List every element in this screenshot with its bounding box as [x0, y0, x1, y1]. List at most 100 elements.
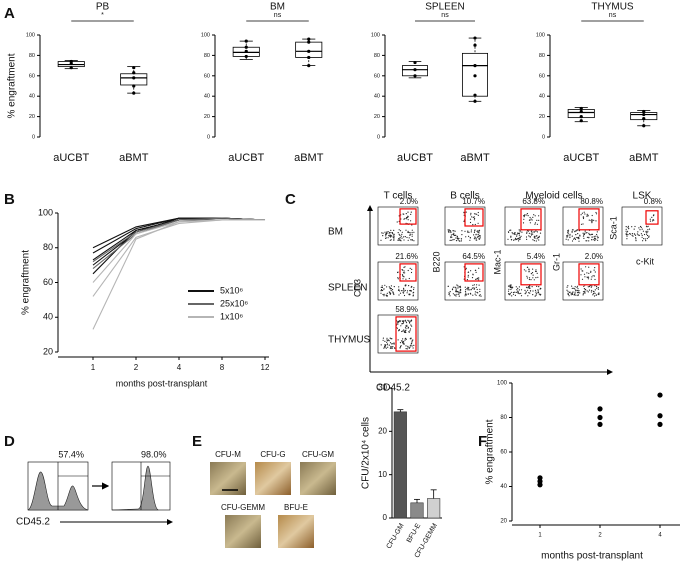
event-dot	[468, 231, 470, 233]
event-dot	[387, 231, 389, 233]
event-dot	[461, 234, 463, 236]
event-dot	[410, 271, 413, 274]
event-dot	[567, 234, 569, 236]
event-dot	[517, 290, 519, 292]
event-dot	[405, 229, 407, 231]
event-dot	[453, 238, 455, 241]
event-dot	[404, 217, 406, 220]
event-dot	[535, 230, 537, 232]
event-dot	[474, 229, 476, 231]
x-tick-label: 12	[261, 363, 270, 372]
event-dot	[392, 292, 395, 294]
event-dot	[477, 211, 479, 214]
event-dot	[526, 277, 529, 279]
row-label: BM	[328, 227, 343, 238]
event-dot	[652, 220, 654, 222]
event-dot	[460, 238, 462, 240]
event-dot	[653, 214, 655, 216]
event-dot	[516, 238, 518, 241]
event-dot	[573, 294, 575, 296]
event-dot	[452, 233, 454, 235]
y-tick-label: 40	[500, 484, 507, 490]
event-dot	[392, 291, 394, 293]
event-dot	[507, 238, 509, 240]
event-dot	[535, 294, 537, 296]
event-dot	[631, 226, 633, 228]
event-dot	[575, 234, 577, 236]
event-dot	[407, 239, 409, 241]
event-dot	[527, 295, 529, 297]
significance: *	[101, 12, 104, 19]
event-dot	[476, 291, 478, 293]
event-dot	[402, 320, 404, 323]
gate	[399, 263, 417, 282]
event-dot	[587, 276, 590, 278]
event-dot	[586, 213, 588, 215]
event-dot	[649, 218, 651, 220]
event-dot	[477, 234, 479, 236]
event-dot	[519, 238, 521, 240]
point	[413, 60, 417, 65]
event-dot	[403, 236, 405, 238]
event-dot	[627, 230, 629, 232]
series-line	[92, 217, 266, 263]
event-dot	[475, 237, 477, 239]
significance: ns	[274, 12, 282, 19]
event-dot	[384, 231, 386, 233]
event-dot	[476, 288, 478, 291]
event-dot	[595, 238, 597, 240]
event-dot	[475, 294, 477, 296]
event-dot	[639, 225, 642, 228]
event-dot	[459, 290, 461, 292]
event-dot	[473, 284, 475, 286]
event-dot	[571, 293, 573, 295]
chart-title: BM	[270, 2, 285, 13]
event-dot	[645, 233, 648, 235]
event-dot	[510, 285, 512, 287]
event-dot	[596, 233, 598, 236]
event-dot	[403, 329, 405, 331]
event-dot	[641, 228, 643, 230]
event-dot	[480, 295, 482, 297]
event-dot	[455, 295, 457, 297]
event-dot	[530, 279, 532, 281]
axis-label: CD45.2	[16, 517, 50, 528]
event-dot	[592, 275, 594, 277]
event-dot	[404, 319, 406, 321]
y-tick-label: 0	[377, 134, 380, 140]
event-dot	[399, 342, 402, 344]
legend-label: 25x10⁶	[220, 298, 249, 308]
event-dot	[586, 215, 588, 217]
event-dot	[475, 233, 477, 235]
event-dot	[591, 222, 593, 224]
event-dot	[575, 294, 577, 296]
event-dot	[383, 347, 385, 349]
event-dot	[449, 295, 451, 297]
event-dot	[386, 286, 388, 288]
event-dot	[574, 238, 577, 240]
point	[657, 421, 663, 427]
event-dot	[458, 237, 460, 240]
point	[642, 112, 646, 117]
event-dot	[410, 220, 412, 222]
event-dot	[518, 232, 521, 234]
event-dot	[450, 236, 452, 238]
event-dot	[591, 289, 593, 292]
event-dot	[408, 231, 410, 234]
event-dot	[394, 347, 396, 349]
y-tick-label: 20	[539, 114, 545, 120]
event-dot	[520, 295, 523, 297]
event-dot	[573, 238, 575, 240]
event-dot	[380, 286, 382, 288]
event-dot	[518, 293, 520, 295]
event-dot	[458, 295, 460, 297]
event-dot	[569, 291, 571, 293]
event-dot	[539, 232, 542, 234]
event-dot	[586, 276, 588, 278]
event-dot	[476, 230, 478, 232]
event-dot	[576, 286, 578, 288]
point	[307, 55, 311, 60]
event-dot	[397, 339, 399, 341]
event-dot	[648, 235, 650, 237]
event-dot	[453, 234, 455, 236]
